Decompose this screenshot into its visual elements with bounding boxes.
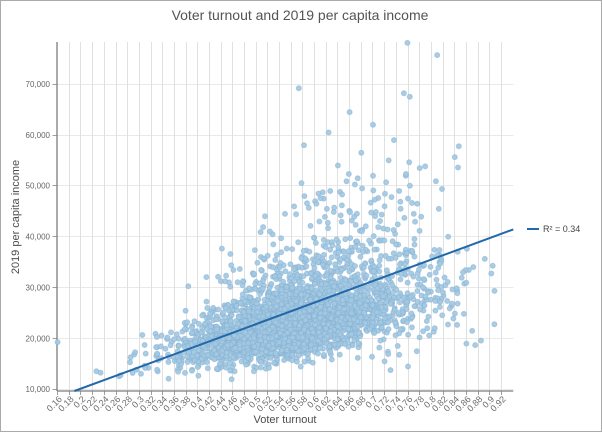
svg-text:30,000: 30,000: [26, 283, 51, 292]
svg-text:Voter turnout and 2019 per cap: Voter turnout and 2019 per capita income: [172, 7, 429, 23]
svg-text:50,000: 50,000: [26, 182, 51, 191]
svg-text:70,000: 70,000: [26, 80, 51, 89]
svg-text:Voter turnout: Voter turnout: [254, 414, 317, 426]
svg-text:60,000: 60,000: [26, 131, 51, 140]
svg-text:2019 per capita income: 2019 per capita income: [10, 160, 22, 274]
svg-text:40,000: 40,000: [26, 233, 51, 242]
svg-text:10,000: 10,000: [26, 385, 51, 394]
svg-text:20,000: 20,000: [26, 334, 51, 343]
svg-text:R² = 0.34: R² = 0.34: [543, 224, 580, 234]
